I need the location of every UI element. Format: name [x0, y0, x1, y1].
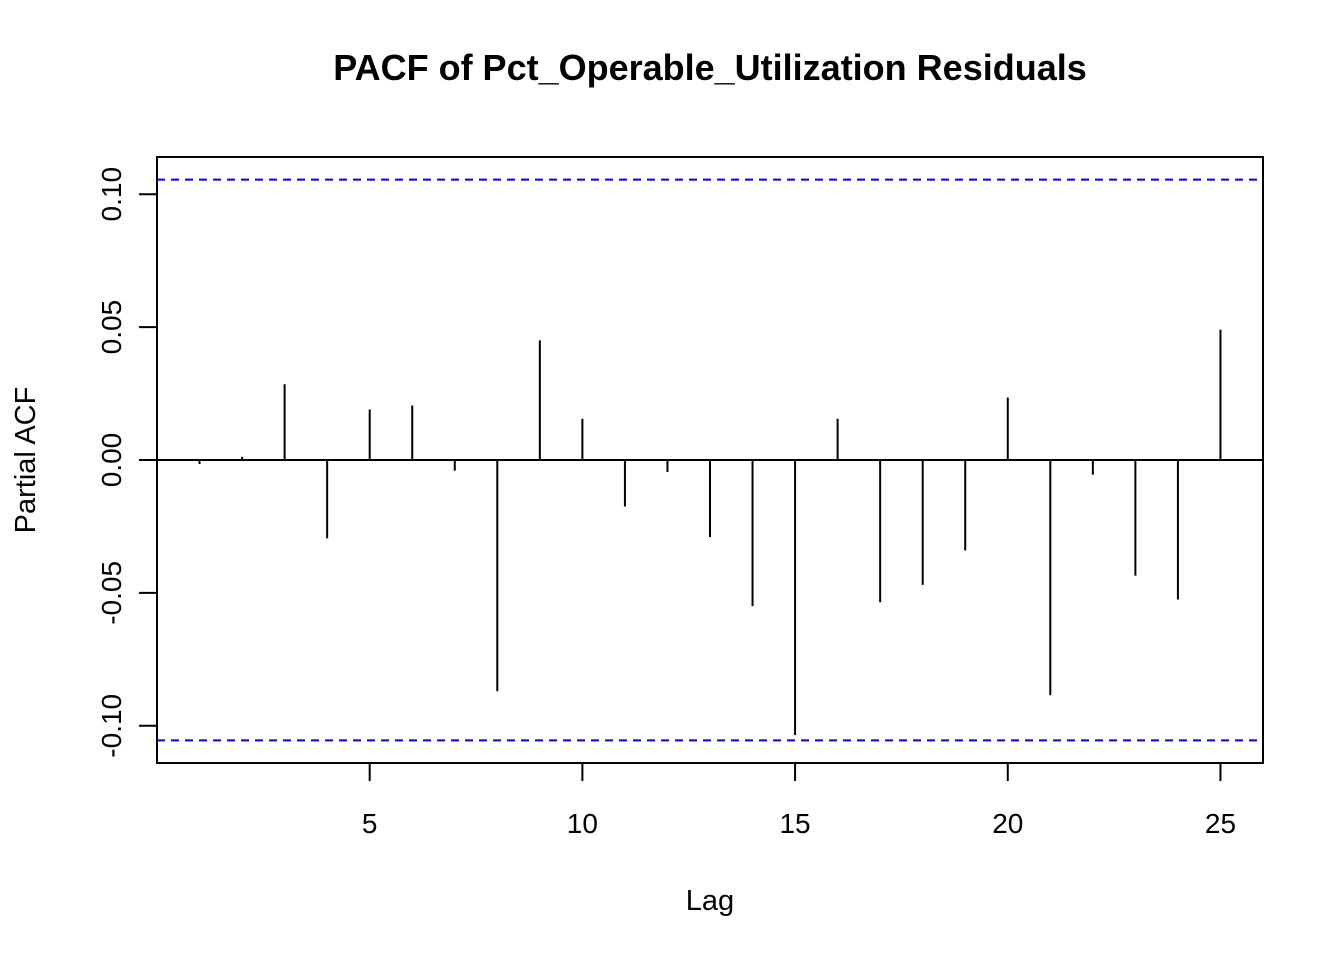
- y-tick-label-4: 0.10: [96, 167, 127, 222]
- y-tick-label-1: -0.05: [96, 561, 127, 625]
- x-tick-label-5: 5: [362, 808, 378, 839]
- y-tick-label-0: -0.10: [96, 694, 127, 758]
- y-tick-label-2: 0.00: [96, 433, 127, 488]
- x-tick-label-20: 20: [992, 808, 1023, 839]
- x-tick-label-10: 10: [567, 808, 598, 839]
- chart-title: PACF of Pct_Operable_Utilization Residua…: [333, 47, 1087, 88]
- x-tick-label-15: 15: [779, 808, 810, 839]
- x-tick-label-25: 25: [1205, 808, 1236, 839]
- y-axis-label: Partial ACF: [10, 387, 42, 534]
- x-axis-label: Lag: [686, 885, 734, 917]
- y-tick-label-3: 0.05: [96, 300, 127, 355]
- plot-area: 5 10 15 20 25 -0.10 -0.05 0.00 0.05 0.10: [96, 156, 1264, 839]
